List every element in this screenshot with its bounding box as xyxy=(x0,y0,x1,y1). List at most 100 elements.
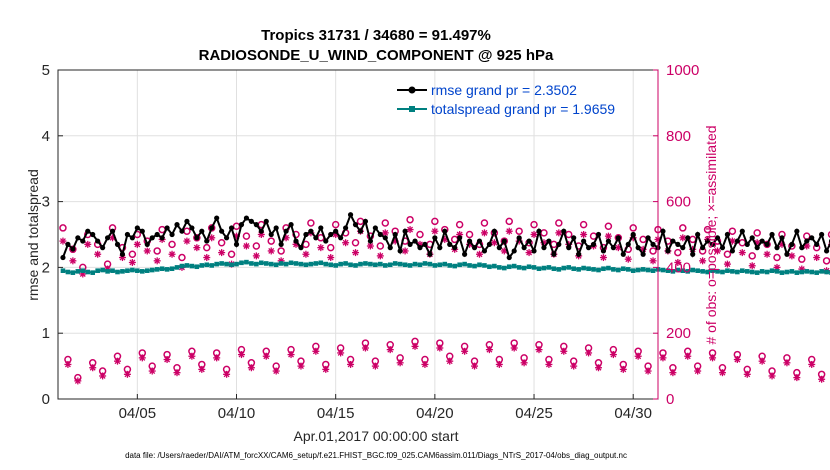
totalspread-point xyxy=(407,263,413,268)
totalspread-point xyxy=(85,269,91,275)
rmse-point xyxy=(75,235,81,241)
obs-assimilated-marker xyxy=(337,349,345,357)
totalspread-point xyxy=(442,261,448,267)
x-tick-label: 04/10 xyxy=(218,405,256,422)
rmse-point xyxy=(417,245,423,251)
rmse-point xyxy=(704,238,711,244)
obs-possible-marker xyxy=(178,253,186,262)
obs-assimilated-marker xyxy=(287,351,295,359)
obs-assimilated-marker xyxy=(709,354,717,362)
obs-assimilated-marker xyxy=(490,239,498,247)
obs-assimilated-marker xyxy=(510,344,518,352)
obs-assimilated-marker xyxy=(312,347,320,355)
totalspread-point xyxy=(536,266,542,272)
obs-assimilated-marker xyxy=(793,374,801,382)
y-left-tick-label: 5 xyxy=(42,62,50,79)
obs-assimilated-marker xyxy=(738,249,746,257)
totalspread-point xyxy=(318,260,324,266)
obs-assimilated-marker xyxy=(322,365,330,373)
totalspread-point xyxy=(645,267,651,273)
obs-assimilated-marker xyxy=(684,352,692,360)
obs-possible-marker xyxy=(649,247,657,255)
totalspread-point xyxy=(625,267,631,272)
obs-assimilated-marker xyxy=(272,367,280,375)
obs-assimilated-marker xyxy=(594,364,602,372)
totalspread-point xyxy=(239,260,244,266)
obs-assimilated-marker xyxy=(401,247,409,255)
obs-possible-marker xyxy=(59,224,67,232)
obs-possible-marker xyxy=(604,222,613,231)
totalspread-point xyxy=(749,269,755,275)
rmse-point xyxy=(90,231,96,238)
totalspread-point xyxy=(759,269,765,274)
obs-assimilated-marker xyxy=(818,375,826,383)
rmse-point xyxy=(189,225,195,231)
rmse-point xyxy=(660,228,666,234)
rmse-point xyxy=(243,215,250,221)
legend-marker-totalspread xyxy=(409,106,415,112)
totalspread-point xyxy=(363,261,368,266)
obs-assimilated-marker xyxy=(530,231,538,238)
obs-assimilated-marker xyxy=(198,365,206,373)
totalspread-point xyxy=(120,269,125,274)
legend-label-rmse: rmse grand pr = 2.3502 xyxy=(431,82,577,98)
totalspread-point xyxy=(665,268,671,273)
totalspread-point xyxy=(526,264,532,270)
obs-assimilated-marker xyxy=(748,262,756,270)
totalspread-point xyxy=(219,261,224,266)
x-tick-label: 04/25 xyxy=(515,405,553,422)
obs-possible-marker xyxy=(540,229,548,237)
rmse-point xyxy=(298,245,304,251)
totalspread-point xyxy=(263,261,269,266)
rmse-point xyxy=(744,241,750,247)
totalspread-point xyxy=(164,267,170,272)
totalspread-point xyxy=(735,269,740,275)
totalspread-point xyxy=(635,267,641,273)
obs-possible-marker xyxy=(803,232,811,240)
totalspread-point xyxy=(209,263,215,268)
obs-possible-marker xyxy=(183,227,191,235)
totalspread-point xyxy=(358,261,363,267)
obs-possible-marker xyxy=(252,242,261,250)
obs-assimilated-marker xyxy=(69,257,77,265)
y-right-tick-label: 600 xyxy=(666,194,691,211)
obs-possible-marker xyxy=(331,220,340,229)
totalspread-point xyxy=(571,266,577,272)
rmse-point xyxy=(437,245,443,251)
totalspread-point xyxy=(268,261,274,267)
rmse-point xyxy=(531,248,537,254)
totalspread-point xyxy=(343,261,348,266)
y-axis-right-label: # of obs: o=possible; ×=assimilated xyxy=(703,125,719,344)
rmse-point xyxy=(392,231,398,238)
rmse-point xyxy=(506,254,512,261)
legend-marker-rmse xyxy=(408,86,416,94)
rmse-point xyxy=(695,231,701,238)
obs-possible-marker xyxy=(515,227,523,235)
obs-assimilated-marker xyxy=(168,250,176,258)
totalspread-point xyxy=(511,263,517,269)
gridlines xyxy=(58,69,658,400)
obs-possible-marker xyxy=(674,248,682,257)
totalspread-point xyxy=(620,266,626,272)
obs-assimilated-marker xyxy=(361,344,369,352)
totalspread-point xyxy=(462,261,467,267)
rmse-point xyxy=(779,235,785,241)
obs-possible-marker xyxy=(307,219,315,227)
rmse-point xyxy=(595,231,602,238)
rmse-point xyxy=(233,241,240,247)
totalspread-point xyxy=(467,263,472,268)
rmse-point xyxy=(536,228,542,234)
obs-assimilated-marker xyxy=(218,249,226,257)
obs-assimilated-marker xyxy=(123,370,131,378)
obs-assimilated-marker xyxy=(347,360,355,368)
rmse-point xyxy=(343,225,349,231)
x-axis-label: Apr.01,2017 00:00:00 start xyxy=(293,428,458,444)
obs-possible-marker xyxy=(748,252,756,260)
obs-assimilated-marker xyxy=(302,250,310,258)
totalspread-point xyxy=(427,261,433,267)
obs-possible-marker xyxy=(193,234,201,242)
rmse-point xyxy=(650,241,656,247)
rmse-point xyxy=(65,241,71,247)
totalspread-point xyxy=(273,262,279,268)
totalspread-point xyxy=(720,269,725,275)
